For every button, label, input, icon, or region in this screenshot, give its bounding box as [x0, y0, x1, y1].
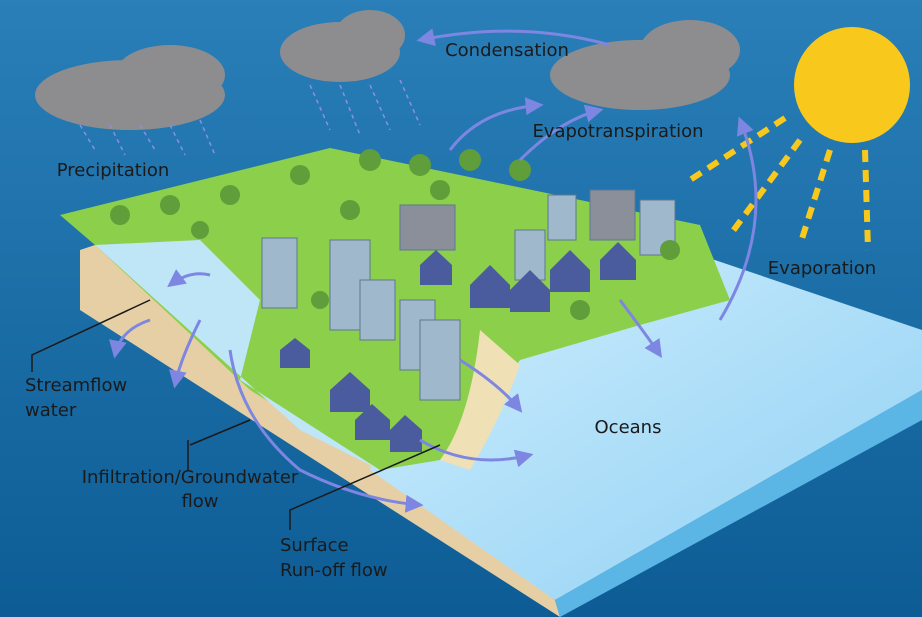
label: flow	[181, 491, 218, 512]
label: Run-off flow	[280, 560, 388, 581]
flow-arrows	[109, 28, 758, 513]
label: Oceans	[595, 417, 662, 438]
label: Condensation	[445, 40, 569, 61]
sun-rays	[688, 115, 871, 251]
sun	[794, 27, 910, 143]
label: Streamflow	[25, 375, 127, 396]
label: Evapotranspiration	[532, 121, 703, 142]
label: water	[25, 400, 77, 421]
river	[95, 240, 380, 470]
label: Infiltration/Groundwater	[82, 467, 299, 488]
label: Evaporation	[768, 258, 876, 279]
ocean-face	[555, 390, 922, 617]
leader-lines	[31, 299, 441, 530]
clouds	[35, 10, 740, 130]
beach	[440, 330, 520, 470]
city	[261, 189, 676, 401]
label: Precipitation	[57, 160, 170, 181]
trees	[110, 149, 680, 320]
rain	[79, 79, 421, 156]
houses	[280, 242, 636, 452]
label: Surface	[280, 535, 349, 556]
